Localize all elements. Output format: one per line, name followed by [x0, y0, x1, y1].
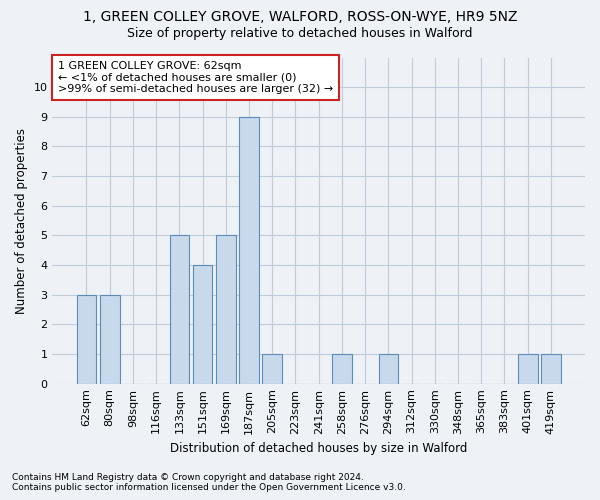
- Bar: [541, 354, 561, 384]
- Y-axis label: Number of detached properties: Number of detached properties: [15, 128, 28, 314]
- Bar: [518, 354, 538, 384]
- Text: 1, GREEN COLLEY GROVE, WALFORD, ROSS-ON-WYE, HR9 5NZ: 1, GREEN COLLEY GROVE, WALFORD, ROSS-ON-…: [83, 10, 517, 24]
- Bar: [216, 236, 236, 384]
- Bar: [262, 354, 282, 384]
- Bar: [332, 354, 352, 384]
- Bar: [379, 354, 398, 384]
- X-axis label: Distribution of detached houses by size in Walford: Distribution of detached houses by size …: [170, 442, 467, 455]
- Text: Contains public sector information licensed under the Open Government Licence v3: Contains public sector information licen…: [12, 484, 406, 492]
- Bar: [239, 117, 259, 384]
- Bar: [77, 294, 97, 384]
- Text: 1 GREEN COLLEY GROVE: 62sqm
← <1% of detached houses are smaller (0)
>99% of sem: 1 GREEN COLLEY GROVE: 62sqm ← <1% of det…: [58, 61, 333, 94]
- Text: Contains HM Land Registry data © Crown copyright and database right 2024.: Contains HM Land Registry data © Crown c…: [12, 474, 364, 482]
- Bar: [170, 236, 189, 384]
- Bar: [193, 265, 212, 384]
- Text: Size of property relative to detached houses in Walford: Size of property relative to detached ho…: [127, 28, 473, 40]
- Bar: [100, 294, 119, 384]
